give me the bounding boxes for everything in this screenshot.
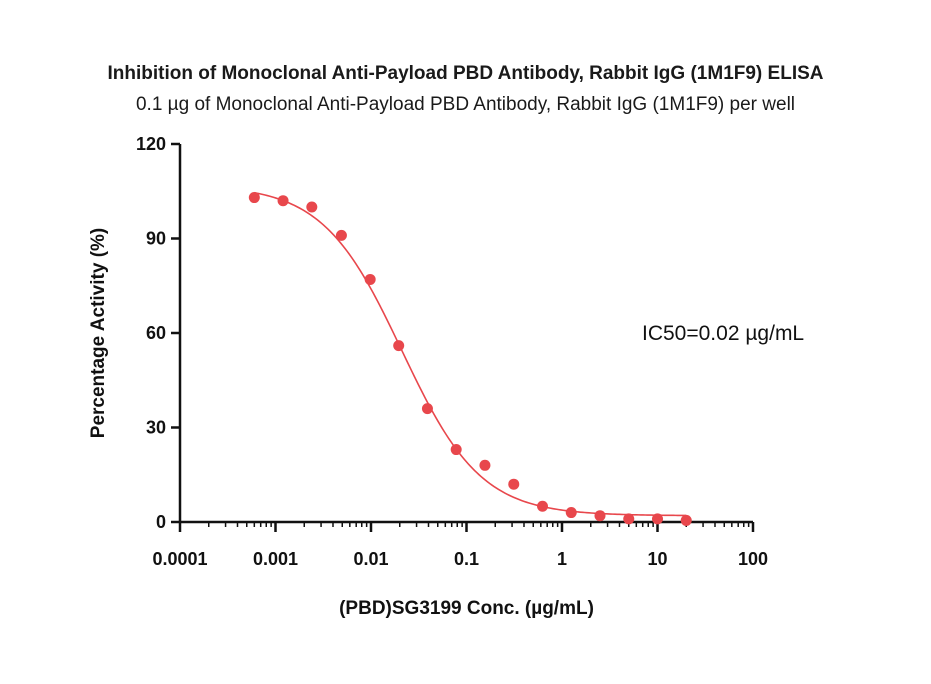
- fit-curve: [254, 191, 687, 517]
- tick-marks: [171, 142, 755, 532]
- data-point: [277, 195, 289, 207]
- data-point: [364, 273, 376, 285]
- data-point: [537, 500, 549, 512]
- chart-subtitle: 0.1 µg of Monoclonal Anti-Payload PBD An…: [135, 94, 796, 115]
- data-point: [623, 513, 635, 525]
- y-tick-label: 90: [146, 229, 166, 249]
- y-tick-label: 120: [136, 134, 166, 154]
- ic50-annotation: IC50=0.02 µg/mL: [642, 322, 804, 345]
- x-axis-label: (PBD)SG3199 Conc. (µg/mL): [339, 598, 594, 619]
- data-point: [306, 201, 318, 213]
- x-tick-label: 0.1: [454, 549, 479, 569]
- data-point: [680, 514, 692, 526]
- data-point: [565, 507, 577, 519]
- data-point: [508, 478, 520, 490]
- data-point: [248, 192, 260, 204]
- x-tick-label: 1: [557, 549, 567, 569]
- chart-title: Inhibition of Monoclonal Anti-Payload PB…: [107, 63, 824, 84]
- y-tick-label: 30: [146, 418, 166, 438]
- data-point: [479, 459, 491, 471]
- data-point: [450, 444, 462, 456]
- y-axis-label: Percentage Activity (%): [88, 228, 109, 438]
- x-tick-label: 100: [738, 549, 768, 569]
- y-tick-label: 60: [146, 323, 166, 343]
- data-point: [652, 513, 663, 525]
- data-points: [248, 192, 692, 526]
- data-point: [421, 403, 433, 415]
- y-tick-label: 0: [156, 512, 166, 532]
- data-point: [594, 510, 606, 522]
- data-point: [335, 229, 347, 241]
- data-point: [393, 340, 405, 352]
- tick-labels: 0 30 60 90 120 0.0001 0.001 0.01 0.1 1 10 100: [136, 134, 768, 569]
- x-tick-label: 10: [647, 549, 667, 569]
- x-tick-label: 0.001: [253, 549, 298, 569]
- x-tick-label: 0.01: [353, 549, 388, 569]
- x-tick-label: 0.0001: [152, 549, 207, 569]
